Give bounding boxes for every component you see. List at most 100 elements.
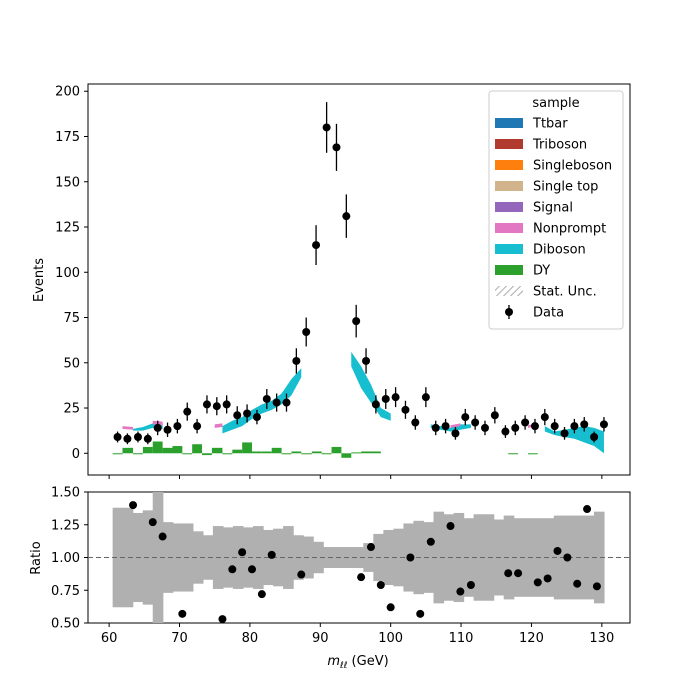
- data-point: [480, 423, 489, 432]
- data-point: [599, 420, 608, 429]
- main-y-axis: 0 25 50 75 100 125 150 175 200: [55, 85, 88, 462]
- data-point: [292, 356, 301, 365]
- ratio-unc-bin: [353, 547, 364, 568]
- legend-label-singleboson: Singleboson: [533, 159, 612, 174]
- ratio-unc-bin: [553, 515, 565, 600]
- data-point: [163, 425, 172, 434]
- ratio-y-tick-label: 1.50: [51, 486, 80, 501]
- ratio-unc-bin: [543, 518, 555, 597]
- data-point: [580, 420, 589, 429]
- x-tick-label: 70: [171, 631, 188, 646]
- x-tick-label: 60: [101, 631, 118, 646]
- dy-bin: [152, 441, 163, 454]
- dy-bin: [122, 447, 134, 454]
- ratio-point: [297, 570, 306, 579]
- data-point: [441, 422, 450, 431]
- dy-bin: [271, 447, 282, 454]
- data-point: [342, 212, 351, 221]
- ratio-unc-bin: [273, 528, 284, 587]
- dy-bin: [142, 446, 153, 454]
- data-point: [222, 400, 231, 409]
- ratio-point: [583, 505, 592, 514]
- ratio-point: [366, 543, 375, 552]
- nonprompt-band: [122, 426, 134, 430]
- ratio-point: [416, 609, 425, 618]
- data-point: [302, 327, 311, 336]
- data-point: [362, 356, 371, 365]
- data-point: [560, 429, 569, 438]
- data-point: [371, 400, 380, 409]
- ratio-point: [553, 546, 562, 555]
- legend-swatch-singleboson: [495, 160, 523, 170]
- ratio-point: [533, 578, 542, 587]
- dy-bin: [222, 453, 233, 455]
- ratio-point: [129, 501, 138, 510]
- data-point: [421, 393, 430, 402]
- legend-label-stat-unc-: Stat. Unc.: [533, 285, 597, 300]
- legend-label-nonprompt: Nonprompt: [533, 222, 606, 237]
- data-point: [570, 422, 579, 431]
- ratio-point: [446, 522, 455, 531]
- ratio-y-label: Ratio: [29, 541, 44, 574]
- ratio-panel: 0.50 0.75 1.00 1.25 1.50 Ratio: [29, 486, 631, 632]
- ratio-point: [543, 574, 552, 583]
- ratio-unc-bin: [122, 507, 134, 608]
- dy-bin: [252, 451, 262, 454]
- ratio-point: [238, 548, 247, 557]
- data-point: [501, 427, 510, 436]
- ratio-y-tick-label: 0.75: [51, 584, 80, 599]
- data-point: [193, 422, 202, 431]
- data-point: [282, 398, 291, 407]
- ratio-unc-bin: [192, 531, 204, 584]
- ratio-point: [148, 518, 157, 527]
- data-point: [471, 418, 480, 427]
- ratio-unc-bin: [313, 541, 324, 574]
- legend-label-diboson: Diboson: [533, 243, 586, 258]
- main-y-tick-label: 200: [55, 85, 80, 100]
- ratio-point: [158, 532, 167, 541]
- ratio-point: [592, 582, 601, 591]
- main-y-tick-label: 75: [63, 311, 80, 326]
- diboson-band: [544, 426, 604, 454]
- x-label-subscript: ℓℓ: [339, 661, 347, 671]
- data-point: [202, 400, 211, 409]
- legend-swatch-diboson: [495, 244, 523, 254]
- data-point: [153, 423, 162, 432]
- main-y-tick-label: 50: [63, 356, 80, 371]
- main-y-tick-label: 150: [55, 175, 80, 190]
- dy-bin: [281, 453, 292, 455]
- dy-bin: [301, 453, 312, 455]
- main-y-tick-label: 0: [72, 447, 80, 462]
- dy-bin: [172, 446, 183, 454]
- ratio-point: [228, 565, 237, 574]
- legend-swatch-data: [505, 308, 513, 316]
- legend-swatch-triboson: [495, 139, 523, 149]
- x-tick-label: 110: [449, 631, 474, 646]
- dy-bin: [211, 447, 223, 454]
- ratio-point: [178, 609, 187, 618]
- legend-label-signal: Signal: [533, 201, 573, 216]
- data-point: [401, 405, 410, 414]
- data-point: [233, 411, 242, 420]
- main-panel: 0 25 50 75 100 125 150 175 200 Events sample Ttba…: [32, 83, 631, 476]
- ratio-point: [456, 587, 465, 596]
- main-y-tick-label: 175: [55, 130, 80, 145]
- data-point: [322, 123, 331, 132]
- x-tick-label: 120: [519, 631, 544, 646]
- data-point: [451, 429, 460, 438]
- legend-swatch-single-top: [495, 181, 523, 191]
- x-tick-label: 100: [378, 631, 403, 646]
- ratio-y-tick-label: 1.25: [51, 518, 80, 533]
- ratio-point: [573, 579, 582, 588]
- data-point: [530, 422, 539, 431]
- ratio-point: [357, 573, 366, 582]
- data-point: [490, 411, 499, 420]
- ratio-y-axis: 0.50 0.75 1.00 1.25 1.50: [51, 486, 88, 632]
- x-tick-label: 130: [589, 631, 614, 646]
- main-y-label: Events: [32, 258, 47, 302]
- dy-bin: [508, 453, 519, 455]
- data-point: [243, 409, 252, 418]
- main-plot-marks: [112, 102, 608, 458]
- ratio-unc-bin: [473, 514, 485, 601]
- data-point: [173, 422, 182, 431]
